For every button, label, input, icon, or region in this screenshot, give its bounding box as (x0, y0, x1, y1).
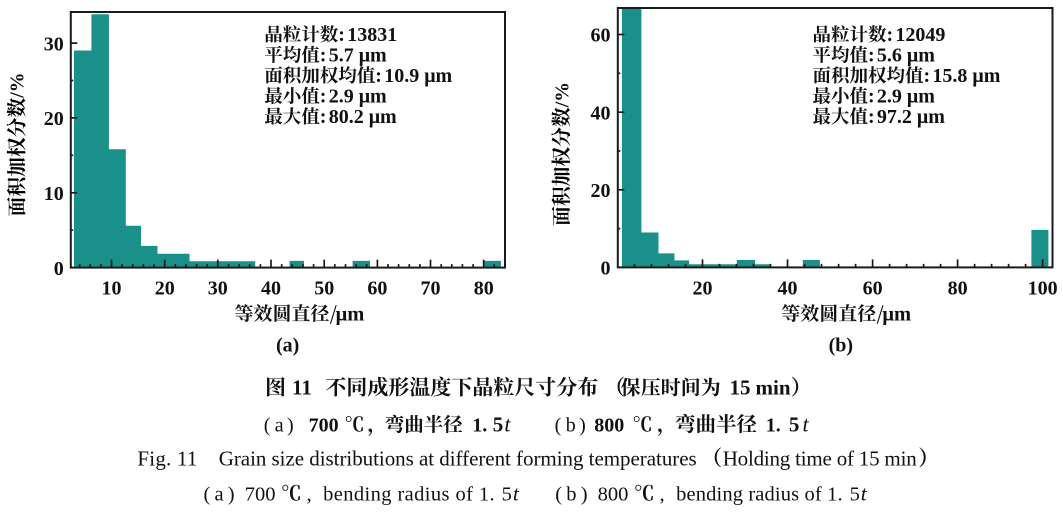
svg-text:,: , (307, 483, 312, 505)
svg-text:/%: /% (7, 72, 29, 98)
svg-text::: : (868, 44, 875, 66)
svg-text:60: 60 (367, 277, 387, 299)
svg-text:20: 20 (44, 108, 64, 130)
svg-text:97.2 μm: 97.2 μm (877, 106, 945, 128)
svg-text:Grain size distributions at di: Grain size distributions at different fo… (219, 446, 697, 470)
svg-text:15: 15 (730, 376, 751, 400)
svg-text:700: 700 (245, 483, 276, 505)
svg-text:700: 700 (309, 414, 339, 436)
svg-text:40: 40 (778, 277, 798, 299)
svg-text:a: a (215, 483, 224, 505)
svg-text:5: 5 (502, 483, 512, 505)
svg-text:t: t (504, 411, 511, 436)
svg-text:t: t (803, 411, 810, 436)
svg-text:40: 40 (261, 277, 281, 299)
svg-text::: : (338, 24, 345, 46)
svg-text:0: 0 (54, 258, 64, 280)
svg-text:60: 60 (863, 277, 883, 299)
svg-text:t: t (513, 481, 520, 505)
svg-text:/%: /% (551, 82, 573, 108)
svg-text:5: 5 (850, 483, 860, 505)
svg-text:(a): (a) (276, 334, 299, 356)
svg-text:(: ( (264, 414, 271, 436)
svg-text:t: t (861, 481, 868, 505)
svg-text:5: 5 (789, 412, 800, 436)
svg-text:13831: 13831 (347, 24, 397, 46)
svg-text:(: ( (555, 483, 562, 505)
svg-text:): ) (581, 483, 588, 505)
svg-text:1.: 1. (766, 414, 781, 436)
svg-text:μm: μm (336, 303, 365, 325)
svg-text:60: 60 (591, 25, 611, 47)
svg-text::: : (868, 85, 875, 107)
svg-text::: : (887, 24, 894, 46)
svg-text:11: 11 (292, 376, 312, 400)
svg-text::: : (320, 106, 327, 128)
svg-text:2.9 μm: 2.9 μm (329, 85, 387, 107)
svg-text:5: 5 (493, 412, 504, 436)
svg-text:12049: 12049 (895, 24, 945, 46)
svg-text:800: 800 (598, 483, 629, 505)
svg-text::: : (320, 85, 327, 107)
svg-text:50: 50 (314, 277, 334, 299)
svg-text:40: 40 (591, 102, 611, 124)
svg-text:30: 30 (44, 33, 64, 55)
svg-text:20: 20 (155, 277, 175, 299)
svg-text::: : (924, 65, 931, 87)
svg-text:20: 20 (591, 180, 611, 202)
svg-text:80: 80 (474, 277, 494, 299)
svg-text:80.2 μm: 80.2 μm (329, 106, 397, 128)
svg-text:,: , (660, 483, 665, 505)
svg-text:b: b (566, 483, 576, 505)
svg-text:(b): (b) (829, 334, 853, 356)
svg-text:800: 800 (594, 414, 624, 436)
svg-text:): ) (287, 414, 294, 436)
svg-text:10: 10 (44, 183, 64, 205)
svg-text:20: 20 (693, 277, 713, 299)
svg-text:bending radius of 1.: bending radius of 1. (323, 483, 495, 505)
svg-text:5.6 μm: 5.6 μm (877, 44, 935, 66)
svg-text:0: 0 (601, 258, 611, 280)
svg-text:): ) (579, 414, 586, 436)
svg-text::: : (320, 44, 327, 66)
svg-text:10.9 μm: 10.9 μm (384, 65, 452, 87)
svg-text:30: 30 (208, 277, 228, 299)
svg-text:80: 80 (948, 277, 968, 299)
svg-text:μm: μm (882, 303, 911, 325)
svg-text:(: ( (555, 414, 562, 436)
svg-text::: : (375, 65, 382, 87)
svg-text:5.7 μm: 5.7 μm (329, 44, 387, 66)
svg-text:15.8 μm: 15.8 μm (932, 65, 1000, 87)
svg-text:2.9 μm: 2.9 μm (877, 85, 935, 107)
svg-text:a: a (275, 414, 284, 436)
svg-text:Holding time of 15 min: Holding time of 15 min (723, 446, 918, 470)
svg-text:Fig. 11: Fig. 11 (137, 446, 197, 470)
svg-text:b: b (566, 414, 576, 436)
svg-text:): ) (228, 483, 235, 505)
svg-text:min: min (756, 376, 791, 400)
svg-text:70: 70 (421, 277, 441, 299)
svg-text:10: 10 (102, 277, 122, 299)
svg-text:1.: 1. (472, 414, 487, 436)
svg-text::: : (868, 106, 875, 128)
svg-text:bending radius of 1.: bending radius of 1. (676, 483, 843, 505)
svg-text:(: ( (204, 483, 211, 505)
svg-text:100: 100 (1028, 277, 1058, 299)
